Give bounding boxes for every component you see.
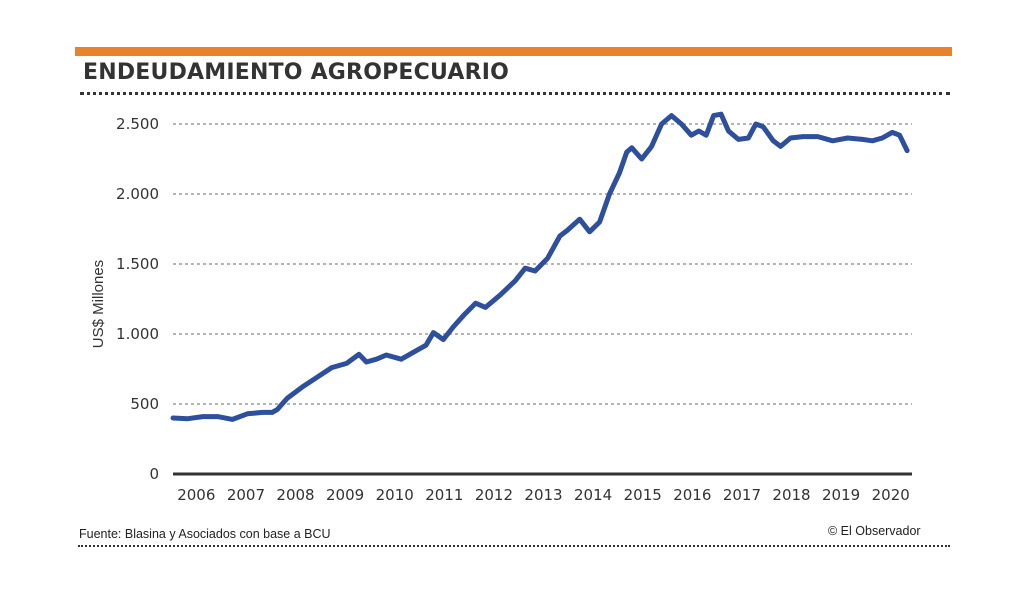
x-tick-label: 2017 [723,486,761,504]
y-tick-label: 2.000 [116,185,159,203]
y-tick-label: 1.500 [116,255,159,273]
x-tick-label: 2019 [822,486,860,504]
y-tick-labels: 0 500 1.000 1.500 2.000 2.500 [116,115,159,483]
source-note: Fuente: Blasina y Asociados con base a B… [79,527,331,541]
x-tick-label: 2011 [425,486,463,504]
x-tick-label: 2015 [624,486,662,504]
x-tick-label: 2016 [673,486,711,504]
x-tick-label: 2018 [772,486,810,504]
x-tick-label: 2013 [524,486,562,504]
x-tick-label: 2008 [276,486,314,504]
x-tick-labels: 2006 2007 2008 2009 2010 2011 2012 2013 2014 2015… [177,486,910,504]
x-tick-label: 2009 [326,486,364,504]
accent-bar [75,47,952,56]
chart-title: ENDEUDAMIENTO AGROPECUARIO [83,60,510,85]
y-tick-label: 500 [130,395,159,413]
y-tick-label: 2.500 [116,115,159,133]
x-tick-label: 2020 [872,486,910,504]
x-tick-label: 2014 [574,486,612,504]
y-axis-label: US$ Millones [90,260,107,348]
x-tick-label: 2012 [475,486,513,504]
title-divider [80,92,950,95]
x-tick-label: 2006 [177,486,215,504]
y-tick-label: 1.000 [116,325,159,343]
series-line-endeudamiento [170,111,910,422]
x-tick-label: 2007 [227,486,265,504]
y-tick-label: 0 [149,465,159,483]
x-tick-label: 2010 [376,486,414,504]
footer-divider [78,545,950,547]
copyright-credit: © El Observador [828,524,921,538]
